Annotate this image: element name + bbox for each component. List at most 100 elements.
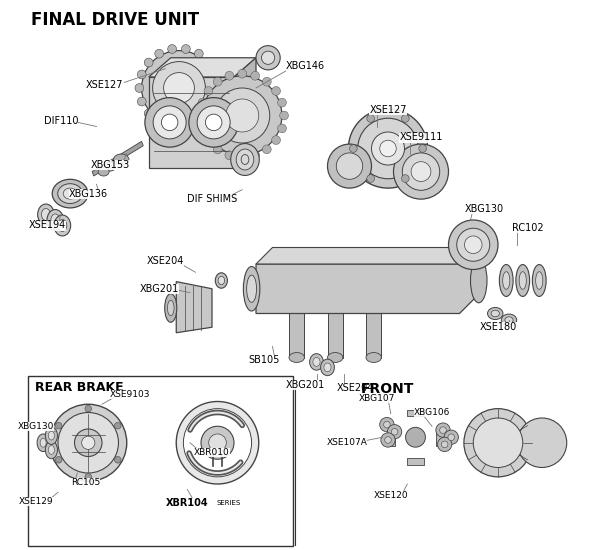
Circle shape <box>238 153 247 162</box>
Text: XSE129: XSE129 <box>19 497 53 506</box>
Circle shape <box>262 145 271 153</box>
Ellipse shape <box>470 258 487 303</box>
Circle shape <box>419 145 427 152</box>
Circle shape <box>164 73 194 103</box>
Circle shape <box>349 145 357 152</box>
Text: FINAL DRIVE UNIT: FINAL DRIVE UNIT <box>31 11 199 29</box>
Circle shape <box>226 99 259 132</box>
Text: SERIES: SERIES <box>217 500 241 506</box>
Polygon shape <box>149 77 234 168</box>
Circle shape <box>401 114 409 122</box>
Text: XBR104: XBR104 <box>166 498 209 508</box>
Circle shape <box>256 46 280 70</box>
Circle shape <box>205 114 222 131</box>
Text: XBR010: XBR010 <box>194 448 230 456</box>
Circle shape <box>280 111 289 120</box>
Circle shape <box>262 51 275 64</box>
Circle shape <box>153 106 186 139</box>
Circle shape <box>197 106 230 139</box>
Ellipse shape <box>320 359 334 376</box>
Text: XSE9103: XSE9103 <box>109 390 150 399</box>
Polygon shape <box>289 312 304 358</box>
Ellipse shape <box>503 272 510 289</box>
Circle shape <box>168 123 176 131</box>
Ellipse shape <box>164 294 177 322</box>
Ellipse shape <box>230 144 259 175</box>
Text: REAR BRAKE: REAR BRAKE <box>35 381 124 394</box>
Circle shape <box>55 456 62 463</box>
Circle shape <box>209 434 226 452</box>
Ellipse shape <box>366 353 382 362</box>
Circle shape <box>411 162 431 182</box>
Ellipse shape <box>51 214 59 226</box>
Circle shape <box>371 132 404 165</box>
Ellipse shape <box>167 300 174 316</box>
Circle shape <box>85 405 92 412</box>
Circle shape <box>152 62 205 114</box>
Circle shape <box>406 427 425 447</box>
Circle shape <box>367 175 374 183</box>
Ellipse shape <box>488 307 503 320</box>
Ellipse shape <box>310 354 323 370</box>
Circle shape <box>337 153 362 179</box>
Circle shape <box>181 45 190 53</box>
Ellipse shape <box>289 353 304 362</box>
Circle shape <box>473 418 523 468</box>
Circle shape <box>176 402 259 484</box>
Ellipse shape <box>328 353 343 362</box>
Polygon shape <box>388 429 395 446</box>
Circle shape <box>155 50 164 58</box>
Text: XSE127: XSE127 <box>369 105 407 115</box>
Ellipse shape <box>41 208 50 221</box>
Circle shape <box>349 109 428 188</box>
Circle shape <box>142 51 217 125</box>
Circle shape <box>251 151 260 160</box>
Text: XSE120: XSE120 <box>373 491 408 499</box>
Ellipse shape <box>47 210 64 230</box>
Circle shape <box>184 409 251 477</box>
Polygon shape <box>149 58 256 77</box>
Ellipse shape <box>236 149 254 170</box>
Circle shape <box>135 84 144 92</box>
Circle shape <box>457 228 490 261</box>
Ellipse shape <box>502 314 517 326</box>
Circle shape <box>194 118 203 127</box>
Text: XSE127: XSE127 <box>86 80 124 90</box>
Polygon shape <box>234 58 256 168</box>
Circle shape <box>196 111 205 120</box>
Ellipse shape <box>54 215 71 236</box>
Circle shape <box>85 474 92 480</box>
Text: XBG201: XBG201 <box>286 380 325 390</box>
Circle shape <box>401 175 409 183</box>
Circle shape <box>161 114 178 131</box>
Circle shape <box>212 70 221 79</box>
Text: RC105: RC105 <box>71 478 100 487</box>
Circle shape <box>225 72 234 80</box>
Ellipse shape <box>46 441 58 459</box>
Circle shape <box>137 97 146 106</box>
Ellipse shape <box>105 162 116 171</box>
Circle shape <box>272 86 280 95</box>
Ellipse shape <box>519 272 526 289</box>
Circle shape <box>198 124 207 133</box>
Circle shape <box>58 412 119 473</box>
Circle shape <box>448 220 498 270</box>
Circle shape <box>215 88 270 143</box>
Text: DIF SHIMS: DIF SHIMS <box>187 194 237 204</box>
Circle shape <box>203 76 282 155</box>
Circle shape <box>380 417 394 432</box>
Circle shape <box>204 136 213 145</box>
Ellipse shape <box>244 267 260 311</box>
Ellipse shape <box>516 265 530 296</box>
Ellipse shape <box>46 427 58 444</box>
Circle shape <box>383 421 390 428</box>
Text: FRONT: FRONT <box>361 382 414 396</box>
Polygon shape <box>92 141 143 176</box>
Text: XBG130: XBG130 <box>464 204 504 214</box>
Ellipse shape <box>247 275 257 302</box>
Circle shape <box>278 98 286 107</box>
Text: RC102: RC102 <box>512 223 544 233</box>
Text: SB105: SB105 <box>248 355 280 365</box>
Ellipse shape <box>324 363 331 372</box>
FancyBboxPatch shape <box>28 376 293 546</box>
